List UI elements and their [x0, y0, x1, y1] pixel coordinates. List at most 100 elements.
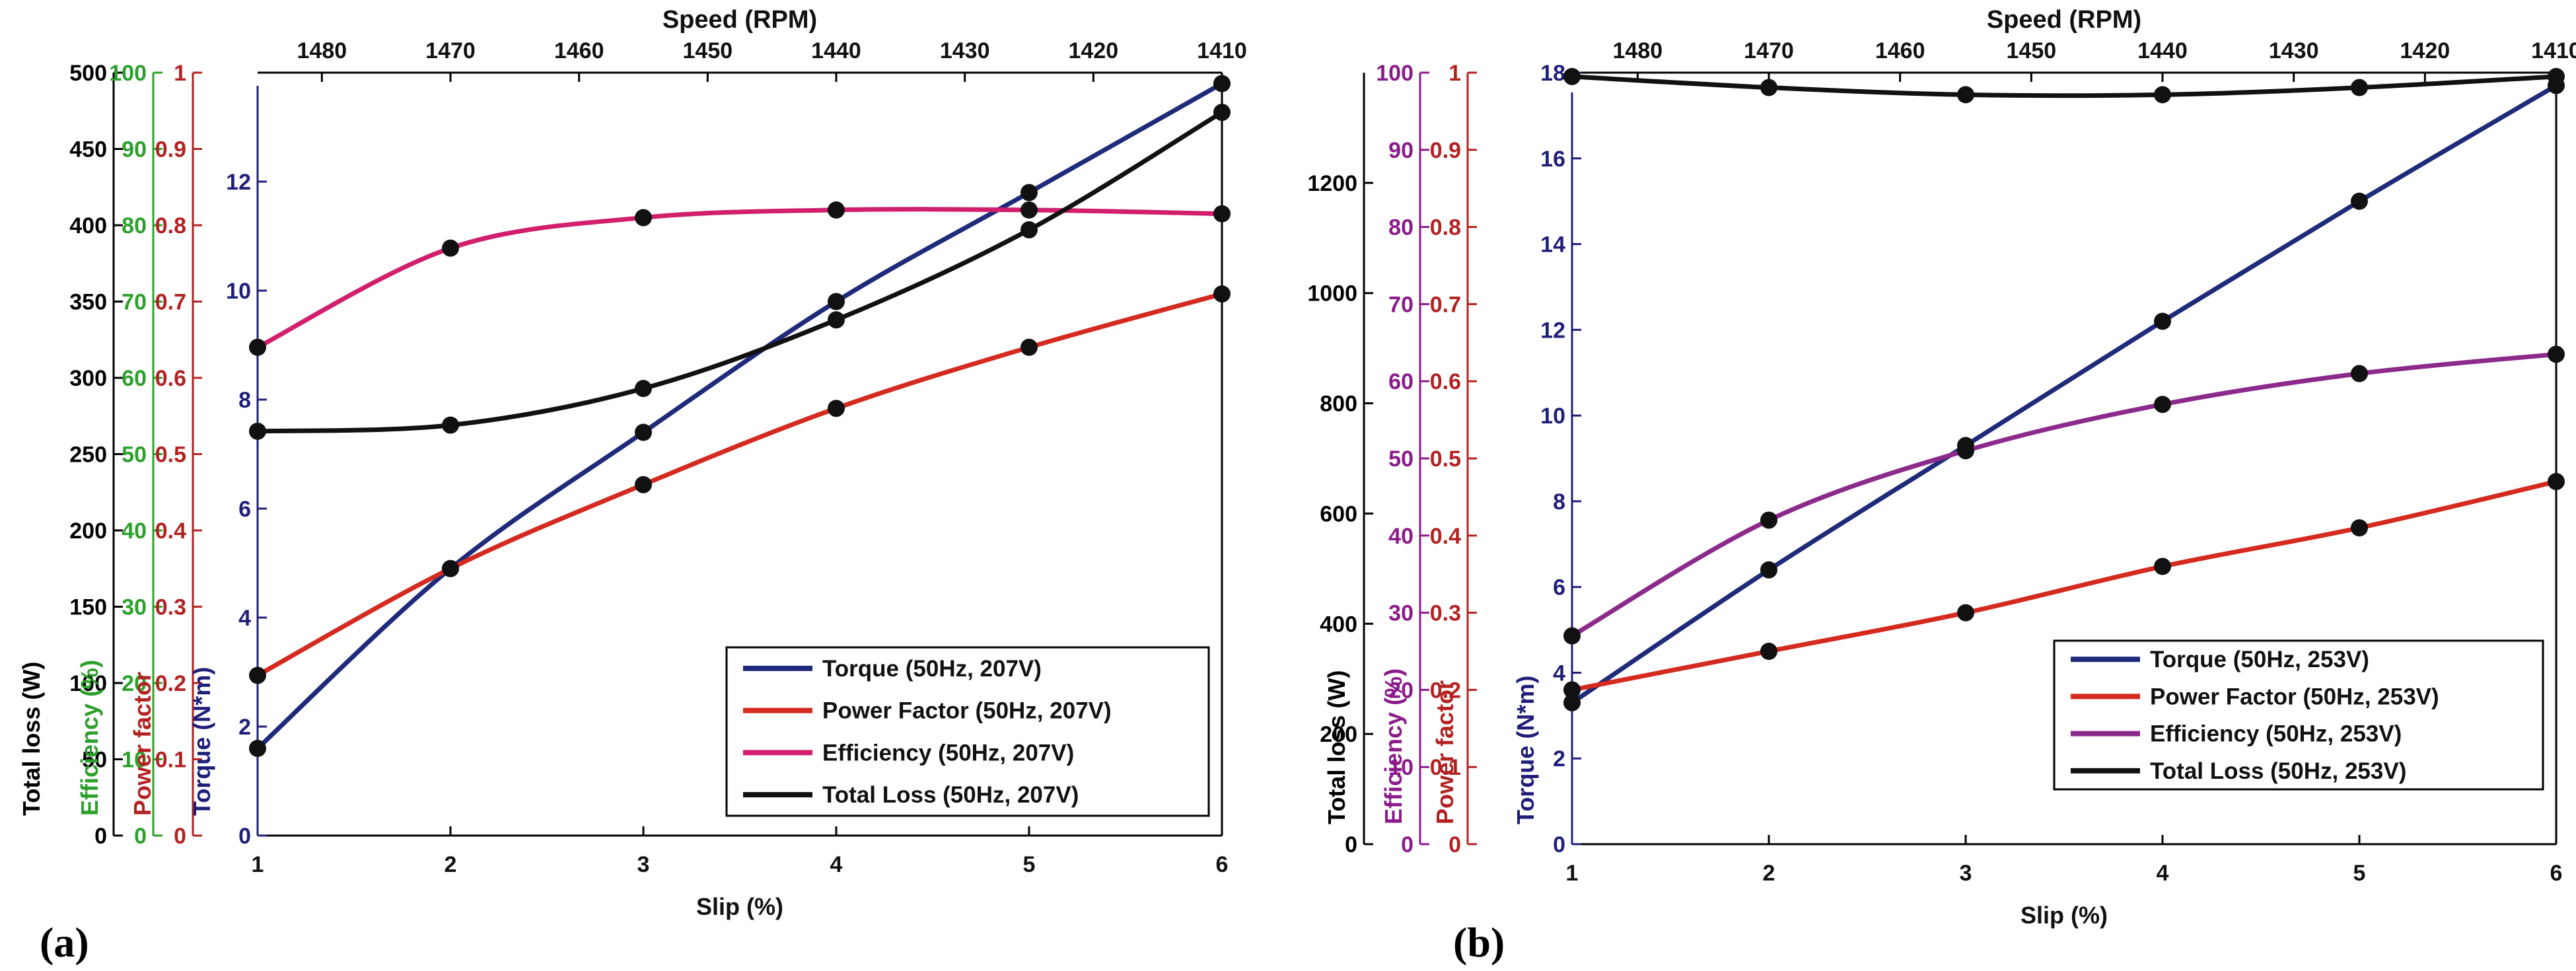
- y-tick-label-pf: 0.9: [1430, 138, 1461, 163]
- data-point-pf: [1020, 338, 1038, 356]
- x-tick-label: 5: [1023, 852, 1036, 877]
- x2-tick-label: 1410: [1197, 38, 1247, 63]
- data-point-eff: [1957, 442, 1974, 460]
- data-point-eff: [2351, 365, 2368, 382]
- y-axis-label-eff: Efficiency (%): [76, 660, 103, 816]
- y-tick-label-pf: 0.7: [155, 290, 186, 315]
- y-tick-label-torque: 8: [1553, 489, 1565, 515]
- y-tick-label-torque: 10: [1540, 404, 1565, 429]
- data-point-loss: [1760, 79, 1777, 96]
- data-point-loss: [1020, 221, 1038, 238]
- y-tick-label-loss: 800: [1320, 392, 1357, 417]
- y-axis-label-loss: Total loss (W): [1323, 670, 1350, 824]
- y-tick-label-eff: 60: [1388, 369, 1413, 394]
- y-tick-label-loss: 200: [69, 519, 107, 544]
- y-axis-label-eff: Efficiency (%): [1380, 668, 1407, 824]
- y-axis-label-torque: Torque (N*m): [188, 667, 215, 816]
- y-tick-label-eff: 30: [1388, 601, 1413, 626]
- y-tick-label-eff: 20: [122, 671, 147, 696]
- series-line-pf: [1569, 479, 2559, 692]
- series-line-torque: [255, 81, 1225, 751]
- legend-entry: Total Loss (50Hz, 253V): [2150, 758, 2406, 784]
- data-point-pf: [828, 400, 845, 417]
- y-tick-label-eff: 90: [1388, 138, 1413, 163]
- y-tick-label-torque: 6: [1553, 575, 1565, 600]
- panel-label: (a): [40, 919, 89, 966]
- y-tick-label-pf: 1: [174, 61, 186, 86]
- x-tick-label: 1: [252, 852, 264, 877]
- data-point-torque: [249, 740, 266, 757]
- x2-tick-label: 1410: [2531, 38, 2576, 63]
- y-tick-label-eff: 0: [1401, 832, 1413, 857]
- legend-entry: Power Factor (50Hz, 207V): [822, 698, 1112, 724]
- y-tick-label-torque: 10: [226, 279, 251, 304]
- data-point-eff: [1020, 201, 1038, 219]
- y-tick-label-pf: 0.1: [1430, 755, 1461, 780]
- data-point-loss: [1213, 104, 1231, 122]
- y-tick-label-pf: 0.6: [1430, 369, 1461, 394]
- y-tick-label-pf: 0.8: [1430, 215, 1461, 240]
- y-tick-label-pf: 0.4: [155, 519, 186, 544]
- y-tick-label-eff: 50: [122, 443, 147, 468]
- series-line-torque: [1569, 83, 2559, 705]
- y-tick-label-eff: 70: [122, 290, 147, 315]
- y-tick-label-eff: 50: [1388, 447, 1413, 472]
- y-tick-label-eff: 60: [122, 366, 147, 391]
- data-point-pf: [1957, 604, 1974, 622]
- x-tick-label: 5: [2353, 861, 2366, 886]
- y-tick-label-loss: 300: [69, 366, 107, 391]
- y-tick-label-torque: 14: [1540, 233, 1565, 258]
- x2-tick-label: 1430: [2269, 38, 2319, 63]
- y-tick-label-eff: 90: [122, 137, 147, 162]
- data-point-torque: [1020, 184, 1038, 201]
- y-tick-label-pf: 0: [174, 824, 186, 849]
- y-tick-label-loss: 200: [1320, 722, 1357, 747]
- data-point-pf: [2154, 557, 2171, 575]
- y-tick-label-pf: 1: [1449, 61, 1461, 86]
- y-tick-label-loss: 1200: [1307, 171, 1357, 196]
- x-tick-label: 3: [1960, 861, 1972, 886]
- series-line-loss: [255, 110, 1225, 434]
- series-line-eff: [255, 207, 1225, 350]
- y-tick-label-loss: 100: [69, 671, 107, 696]
- y-tick-label-loss: 250: [69, 443, 107, 468]
- y-axis-label-loss: Total loss (W): [18, 662, 45, 816]
- legend-entry: Power Factor (50Hz, 253V): [2150, 684, 2439, 709]
- y-tick-label-loss: 450: [69, 137, 107, 162]
- y-tick-label-loss: 400: [1320, 612, 1357, 637]
- x2-tick-label: 1430: [940, 38, 990, 63]
- data-point-pf: [1213, 285, 1231, 303]
- y-tick-label-eff: 100: [109, 61, 147, 86]
- legend-entry: Efficiency (50Hz, 207V): [822, 740, 1074, 766]
- data-point-eff: [1213, 205, 1231, 223]
- series-line-pf: [255, 291, 1225, 678]
- x-tick-label: 6: [1216, 852, 1229, 877]
- x2-tick-label: 1440: [811, 38, 861, 63]
- data-point-torque: [1213, 75, 1231, 92]
- y-tick-label-loss: 600: [1320, 501, 1357, 526]
- x2-tick-label: 1470: [425, 38, 476, 63]
- y-axis-label-pf: Power factor: [1431, 680, 1458, 824]
- x2-tick-label: 1440: [2137, 38, 2188, 63]
- y-tick-label-pf: 0.9: [155, 137, 186, 162]
- y-tick-label-torque: 2: [238, 715, 251, 740]
- y-tick-label-loss: 1000: [1307, 281, 1357, 306]
- data-point-torque: [1563, 694, 1581, 711]
- y-tick-label-loss: 350: [69, 290, 107, 315]
- y-axis-label-pf: Power factor: [129, 672, 156, 816]
- x2-tick-label: 1460: [1875, 38, 1925, 63]
- y-tick-label-pf: 0.3: [155, 595, 186, 620]
- x2-tick-label: 1480: [297, 38, 347, 63]
- legend-box: [2053, 639, 2544, 791]
- y-tick-label-torque: 12: [226, 170, 251, 195]
- y-tick-label-loss: 500: [69, 61, 107, 86]
- y-tick-label-pf: 0.3: [1430, 601, 1461, 626]
- y-tick-label-torque: 12: [1540, 318, 1565, 343]
- y-tick-label-eff: 10: [1388, 755, 1413, 780]
- data-point-torque: [2154, 312, 2171, 330]
- y-tick-label-torque: 0: [238, 824, 251, 849]
- y-tick-label-pf: 0.2: [1430, 678, 1461, 703]
